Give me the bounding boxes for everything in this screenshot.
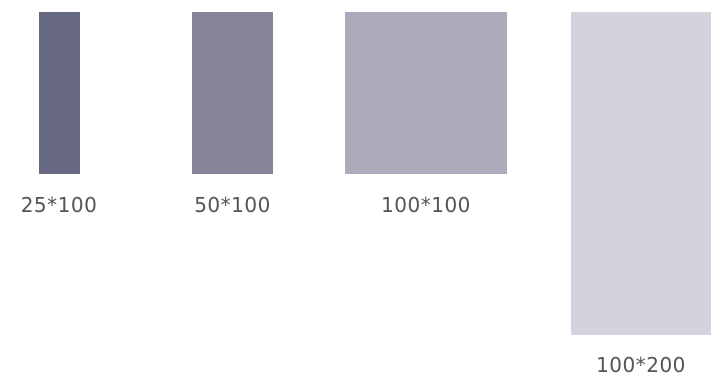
swatch-100x200: 100*200 [571,12,711,377]
swatch-label: 50*100 [194,193,271,217]
swatch-box [38,12,80,174]
swatch-label: 25*100 [20,193,98,217]
swatch-label: 100*200 [596,353,686,377]
swatch-box [345,12,507,174]
swatch-label: 100*100 [381,193,471,217]
swatch-25x100: 25*100 [19,12,99,217]
swatch-100x100: 100*100 [345,12,507,217]
swatch-box [571,12,711,335]
swatch-50x100: 50*100 [192,12,273,217]
swatch-box [192,12,273,174]
